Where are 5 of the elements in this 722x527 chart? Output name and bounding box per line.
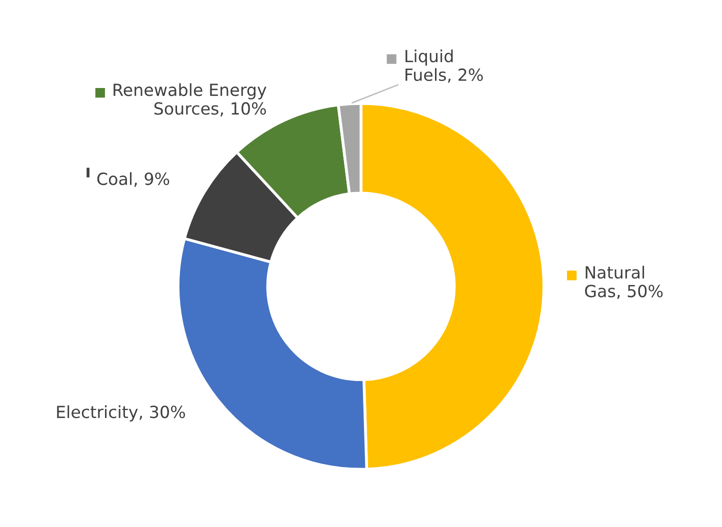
legend-label: Coal, 9% [97, 172, 170, 187]
legend-label: Liquid Fuels, 2% [406, 49, 483, 83]
legend-label: Renewable Energy Sources, 10% [114, 83, 266, 116]
slice-label: Electricity, 30% [57, 405, 185, 422]
legend-label: Natural Gas, 50% [585, 266, 663, 300]
